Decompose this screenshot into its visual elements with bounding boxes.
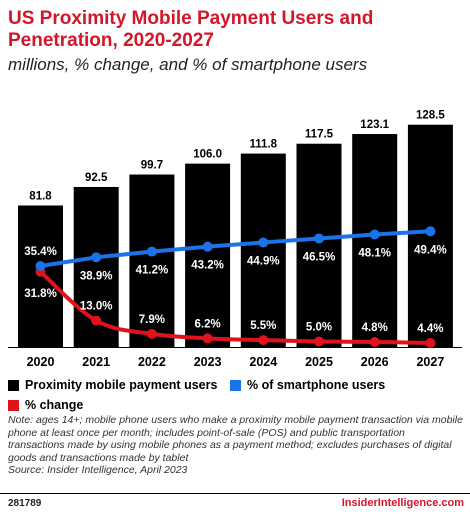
source-text: Source: Insider Intelligence, April 2023 — [8, 464, 188, 477]
change-value-label: 13.0% — [80, 301, 113, 313]
change-point — [425, 338, 436, 348]
change-value-label: 4.8% — [362, 322, 388, 334]
change-point — [202, 333, 213, 344]
share-point — [91, 252, 102, 263]
bar — [185, 163, 231, 347]
change-point — [258, 335, 269, 346]
x-tick-label: 2020 — [27, 355, 55, 369]
x-tick-label: 2027 — [416, 355, 444, 369]
bar — [352, 134, 398, 347]
bar — [296, 143, 342, 347]
bar — [129, 174, 175, 347]
bar-value-label: 111.8 — [250, 139, 278, 151]
legend-change: % change — [8, 398, 83, 412]
x-tick-label: 2021 — [82, 355, 110, 369]
share-value-label: 49.4% — [414, 244, 447, 256]
change-value-label: 6.2% — [194, 318, 220, 330]
change-point — [314, 336, 324, 347]
legend-users: Proximity mobile payment users — [8, 378, 217, 392]
x-tick-label: 2022 — [138, 355, 166, 369]
brand-link[interactable]: InsiderIntelligence.com — [341, 497, 464, 509]
change-point — [369, 336, 380, 347]
change-value-label: 7.9% — [139, 314, 165, 326]
bar-value-label: 128.5 — [416, 110, 445, 122]
legend-share-swatch — [230, 379, 241, 391]
change-value-label: 4.4% — [417, 323, 443, 335]
change-value-label: 31.8% — [24, 288, 57, 300]
change-point — [91, 315, 102, 326]
share-value-label: 46.5% — [303, 251, 336, 263]
legend-users-swatch — [8, 379, 19, 391]
x-tick-label: 2026 — [361, 355, 389, 369]
legend-users-label: Proximity mobile payment users — [25, 378, 218, 392]
x-tick-label: 2024 — [249, 355, 277, 369]
bar-value-label: 99.7 — [141, 160, 163, 172]
chart-id: 281789 — [8, 498, 42, 509]
chart-subtitle: millions, % change, and % of smartphone … — [8, 55, 368, 74]
share-point — [314, 233, 324, 244]
share-point — [202, 241, 213, 252]
share-value-label: 41.2% — [136, 265, 169, 277]
share-point — [369, 229, 380, 240]
chart-title: US Proximity Mobile Payment Users and Pe… — [8, 8, 374, 51]
share-point — [35, 261, 46, 271]
note-text: Note: ages 14+; mobile phone users who m… — [8, 414, 463, 464]
bar-value-label: 123.1 — [360, 119, 389, 131]
legend-share-label: % of smartphone users — [247, 378, 386, 392]
legend-change-swatch — [8, 399, 19, 411]
bar — [240, 153, 286, 347]
chart-area: 81.8 92.5 99.7 106.0 111.8 117.5 123.1 128.5 202… — [8, 110, 462, 369]
change-point — [146, 328, 157, 339]
share-point — [146, 246, 157, 257]
legend-share: % of smartphone users — [230, 378, 385, 392]
x-tick-label: 2025 — [305, 355, 333, 369]
share-point — [425, 226, 436, 237]
share-point — [258, 237, 269, 248]
change-value-label: 5.0% — [306, 321, 332, 333]
bar-value-label: 106.0 — [193, 149, 222, 161]
share-line — [38, 229, 433, 268]
share-value-label: 48.1% — [358, 248, 391, 260]
change-value-label: 5.5% — [250, 320, 276, 332]
share-value-label: 38.9% — [80, 270, 113, 282]
chart-note: Note: ages 14+; mobile phone users who m… — [8, 414, 464, 477]
x-tick-label: 2023 — [194, 355, 222, 369]
bar-value-label: 117.5 — [305, 129, 334, 141]
legend-change-label: % change — [25, 398, 84, 412]
bar-value-label: 81.8 — [29, 190, 52, 202]
share-value-label: 44.9% — [247, 255, 280, 267]
share-value-label: 43.2% — [191, 260, 224, 272]
bar-value-label: 92.5 — [85, 172, 108, 184]
share-value-label: 35.4% — [24, 246, 57, 258]
footer-divider — [0, 493, 470, 494]
